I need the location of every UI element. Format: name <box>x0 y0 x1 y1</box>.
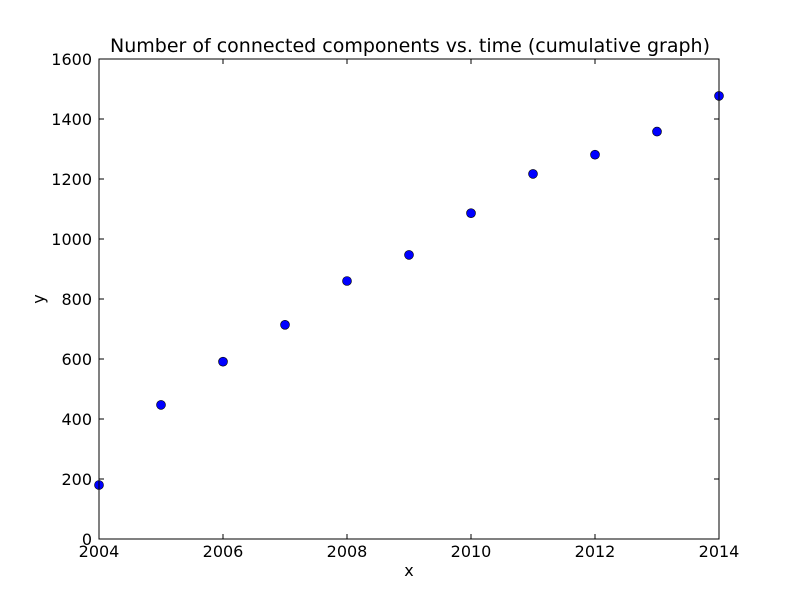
data-point <box>404 250 414 260</box>
x-tick-label: 2004 <box>79 542 120 561</box>
y-tick-label: 1000 <box>51 230 92 249</box>
x-axis-label: x <box>404 561 413 580</box>
data-point <box>218 356 228 367</box>
data-point <box>652 126 662 137</box>
data-point <box>280 319 290 330</box>
y-tick-label: 200 <box>61 470 92 489</box>
x-tick-label: 2010 <box>451 542 492 561</box>
x-tick-label: 2014 <box>699 542 740 561</box>
data-point <box>466 208 476 218</box>
y-tick-label: 0 <box>82 530 92 549</box>
plot-area-frame <box>98 58 720 540</box>
x-tick-label: 2006 <box>203 542 244 561</box>
x-tick-label: 2012 <box>575 542 616 561</box>
y-tick-label: 400 <box>61 410 92 429</box>
data-point <box>528 169 538 179</box>
y-tick-label: 1600 <box>51 50 92 69</box>
y-tick-label: 1400 <box>51 110 92 129</box>
data-point <box>156 400 166 410</box>
data-points <box>94 91 724 490</box>
data-point <box>342 276 352 286</box>
y-tick-label: 1200 <box>51 170 92 189</box>
chart-title: Number of connected components vs. time … <box>110 35 710 57</box>
axis-ticks: 2004 2006 2008 2010 2012 2014 0 200 400 600 800 100… <box>51 50 739 561</box>
y-tick-label: 600 <box>61 350 92 369</box>
data-point <box>590 149 600 160</box>
y-tick-label: 800 <box>61 290 92 309</box>
x-tick-label: 2008 <box>327 542 368 561</box>
y-axis-label: y <box>29 294 48 303</box>
